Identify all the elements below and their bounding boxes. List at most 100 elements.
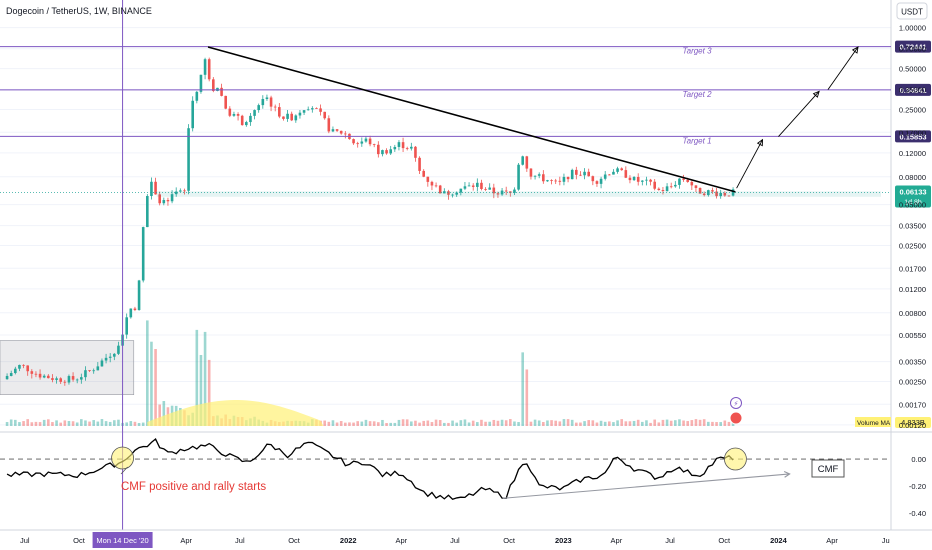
candle-body <box>405 148 409 149</box>
time-tick-label: Jul <box>450 536 460 545</box>
volume-bar <box>690 420 694 426</box>
candle-body <box>554 180 557 182</box>
volume-bar <box>339 421 343 426</box>
candle-body <box>100 360 104 367</box>
time-tick-label: 2022 <box>340 536 357 545</box>
volume-bar <box>554 420 557 426</box>
candle-body <box>335 129 339 131</box>
candle-body <box>410 146 413 149</box>
candle-body <box>459 188 463 193</box>
time-tick-label: Apr <box>826 536 838 545</box>
volume-bar <box>51 422 54 426</box>
candle-body <box>500 190 504 195</box>
candle-body <box>455 192 458 195</box>
candle-body <box>137 280 141 310</box>
candle-body <box>484 188 487 190</box>
candle-body <box>174 191 178 195</box>
candle-body <box>616 168 619 172</box>
candle-body <box>529 168 533 177</box>
candle-body <box>653 181 656 189</box>
volume-bar <box>562 419 566 426</box>
candle-body <box>612 171 615 175</box>
current-price-value: 0.06133 <box>899 188 926 197</box>
candle-body <box>22 364 25 366</box>
candle-body <box>146 196 149 228</box>
candle-body <box>657 188 661 191</box>
candle-body <box>141 227 145 281</box>
cmf-tick-label: 0.00 <box>911 455 926 464</box>
candle-body <box>698 187 702 194</box>
candle-body <box>14 368 17 374</box>
time-axis: Jul Oct Mon 14 Dec '20 Apr Jul Oct 2022 Apr Jul O… <box>0 529 932 548</box>
candle-body <box>88 370 91 372</box>
candle-body <box>42 375 46 378</box>
cmf-panel: 0.00 -0.20 -0.40 CMF positive and rally sta… <box>0 438 926 518</box>
candle-body <box>129 308 133 318</box>
candle-body <box>414 146 417 158</box>
volume-bar <box>389 422 392 426</box>
volume-bar <box>682 420 685 426</box>
current-price-tag <box>895 185 931 208</box>
time-tick-label: Jul <box>235 536 245 545</box>
volume-bar <box>381 419 384 426</box>
target-label: Target 3 <box>682 47 712 56</box>
candle-body <box>18 364 21 369</box>
candle-body <box>253 110 256 116</box>
volume-bar <box>59 422 62 426</box>
candle-body <box>47 375 50 379</box>
volume-bar <box>88 421 91 426</box>
volume-bars: Volume MA 4.833B <box>5 320 931 428</box>
volume-bar <box>150 341 153 426</box>
candle-body <box>603 174 607 179</box>
volume-bar <box>100 419 104 426</box>
volume-ma-value-tag <box>895 417 931 428</box>
candle-body <box>364 138 368 142</box>
volume-bar <box>570 419 574 426</box>
candle-body <box>661 190 665 192</box>
volume-bar <box>471 420 475 426</box>
range-box <box>0 340 135 395</box>
volume-bar <box>529 421 533 426</box>
volume-bar <box>686 421 689 426</box>
candle-body <box>298 112 302 116</box>
price-tick-label: 0.00120 <box>899 421 926 430</box>
currency-button-label[interactable]: USDT <box>901 8 923 17</box>
candle-body <box>92 370 95 372</box>
candle-body <box>669 186 673 188</box>
volume-bar <box>504 420 508 426</box>
arrow-line <box>736 139 763 189</box>
volume-bar <box>30 422 34 426</box>
cmf-trend-arrowhead <box>783 471 791 478</box>
price-tick-label: 0.03500 <box>899 222 926 231</box>
candle-body <box>438 185 442 194</box>
currency-button[interactable] <box>896 2 928 20</box>
price-tag <box>895 83 931 96</box>
candle-body <box>694 185 698 188</box>
candle-body <box>302 110 306 113</box>
candle-body <box>356 143 359 145</box>
candle-body <box>108 356 112 358</box>
candle-body <box>430 181 434 186</box>
candle-body <box>471 185 475 187</box>
candle-body <box>104 357 108 361</box>
volume-bar <box>707 421 710 426</box>
time-tick-label: 2023 <box>555 536 572 545</box>
candle-body <box>434 185 438 187</box>
volume-bar <box>141 422 145 426</box>
candle-body <box>649 179 652 182</box>
candle-body <box>158 194 161 204</box>
price-tick-label: 0.17000 <box>899 128 926 137</box>
candle-body <box>150 181 153 197</box>
volume-bar <box>488 421 491 426</box>
arrow-head <box>756 138 764 147</box>
candle-body <box>377 144 380 155</box>
volume-bar <box>509 419 512 426</box>
price-tick-label: 0.01700 <box>899 264 926 273</box>
candle-body <box>55 378 58 380</box>
candle-body <box>702 193 706 196</box>
volume-bar <box>108 421 112 426</box>
volume-bar <box>438 420 442 426</box>
volume-bar <box>641 421 644 426</box>
candle-body <box>372 144 376 146</box>
